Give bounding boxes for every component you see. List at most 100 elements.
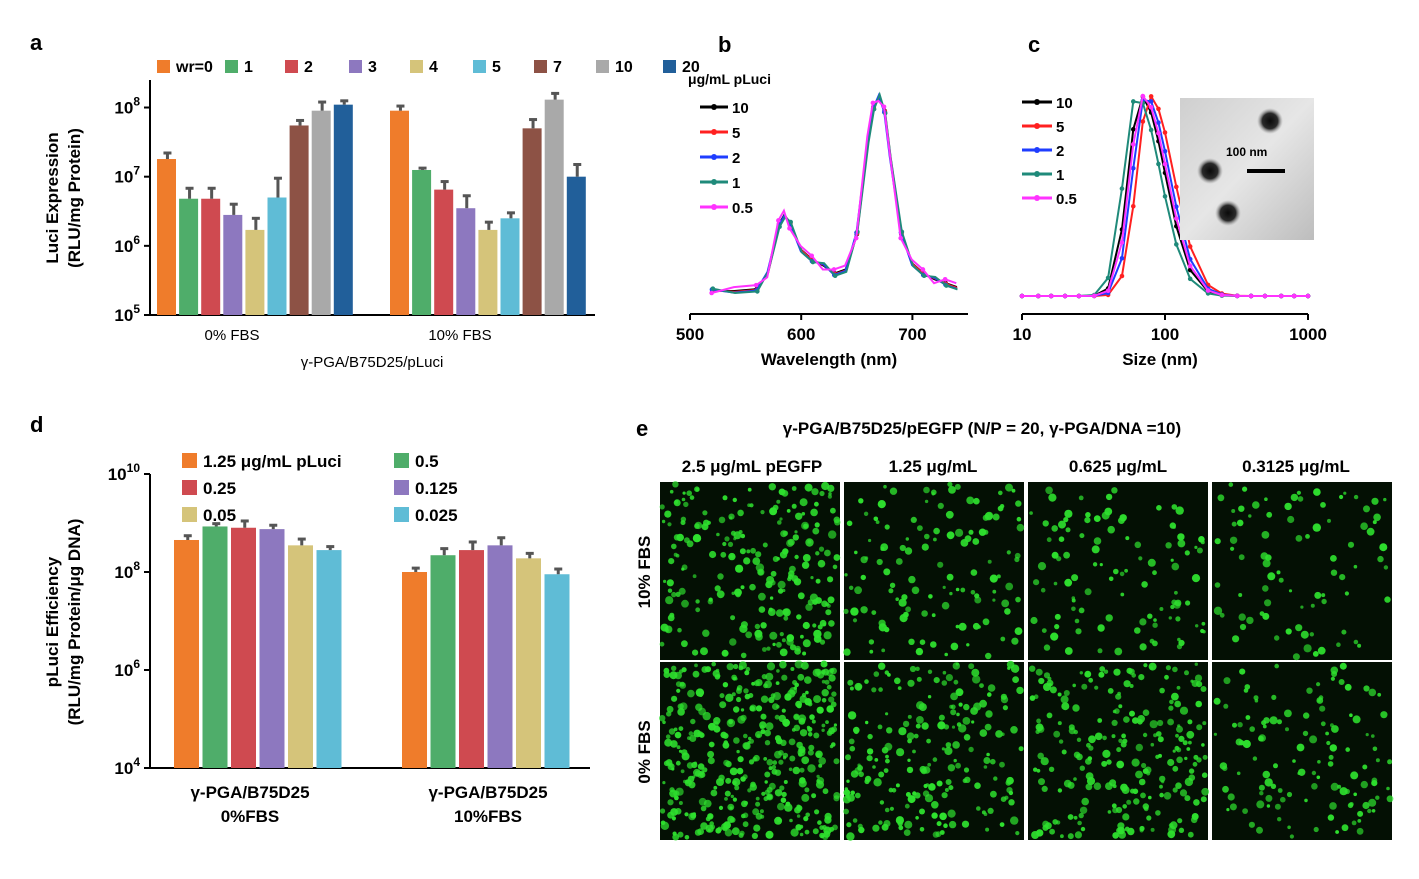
panel-d-legend-label-0: 1.25 μg/mL pLuci xyxy=(203,452,342,471)
panel-b-point xyxy=(710,286,716,291)
micrograph-0-3 xyxy=(1212,482,1392,661)
panel-b-point xyxy=(787,226,792,231)
panel-d-legend-swatch-1 xyxy=(394,453,409,468)
panel-d-y-label-line1: pLuci Efficiency xyxy=(43,556,62,687)
panel-b-legend-marker-4 xyxy=(711,204,717,210)
panel-c-point xyxy=(1105,275,1111,281)
panel-a-legend-swatch-8 xyxy=(663,60,676,73)
panel-a-x-label: γ-PGA/B75D25/pLuci xyxy=(301,354,444,371)
panel-a-bar-1-5 xyxy=(500,218,520,315)
panel-a-y-tick-label-2: 107 xyxy=(114,164,140,187)
panel-b-point xyxy=(753,282,759,288)
panel-c-point xyxy=(1130,99,1136,104)
panel-d-y-tick-label-2: 108 xyxy=(114,559,140,582)
panel-c-legend-marker-0 xyxy=(1034,99,1040,105)
panel-c-point xyxy=(1278,293,1284,299)
panel-c-point xyxy=(1187,263,1193,269)
panel-a-y-tick-label-1: 106 xyxy=(114,233,140,256)
panel-c-point xyxy=(1156,120,1161,125)
panel-b-x-tick-label-1: 600 xyxy=(787,325,815,344)
panel-b-point xyxy=(777,224,782,230)
panel-a-legend-swatch-7 xyxy=(596,60,609,73)
panel-c-point xyxy=(1148,94,1154,99)
panel-c-point xyxy=(1156,161,1161,167)
panel-d-legend-swatch-0 xyxy=(182,453,197,468)
panel-a-bar-1-4 xyxy=(478,229,498,315)
micrograph-0-2 xyxy=(1028,482,1208,660)
panel-a-legend-label-7: 10 xyxy=(615,59,633,76)
panel-c-x-tick-label-0: 10 xyxy=(1013,325,1032,344)
panel-d-chart: 104 106 108 1010 1.25 μg/mL pLuci 0.5 0.25 0.1… xyxy=(43,452,590,826)
panel-d-bar-0-1 xyxy=(202,526,228,768)
panel-a-category-label-1: 10% FBS xyxy=(428,327,491,344)
panel-d-category-label-0-line1: γ-PGA/B75D25 xyxy=(190,783,309,802)
panel-b-legend-label-1: 5 xyxy=(732,125,740,142)
panel-d-legend-swatch-3 xyxy=(394,480,409,495)
panel-a-bar-0-1 xyxy=(179,198,199,315)
panel-b-legend-title: μg/mL pLuci xyxy=(688,71,771,87)
panel-b-x-label: Wavelength (nm) xyxy=(761,350,897,369)
panel-c-point xyxy=(1076,293,1082,299)
panel-a-bar-0-5 xyxy=(267,197,287,315)
panel-c-point xyxy=(1262,293,1268,299)
panel-a-bar-0-6 xyxy=(289,125,309,315)
micrograph-0-0 xyxy=(659,481,841,660)
panel-a-bar-0-2 xyxy=(201,198,221,315)
panel-b-x-tick-label-0: 500 xyxy=(676,325,704,344)
panel-a-y-label-line1: Luci Expression xyxy=(43,132,62,263)
panel-b-legend-label-2: 2 xyxy=(732,150,740,167)
panel-d-category-label-0-line2: 0%FBS xyxy=(221,807,280,826)
panel-c-point xyxy=(1156,106,1161,112)
panel-c-point xyxy=(1187,244,1193,249)
panel-c-legend-label-2: 2 xyxy=(1056,143,1064,160)
panel-b-series-line-0 xyxy=(712,94,958,293)
panel-a-bar-0-8 xyxy=(333,104,353,315)
panel-c-point xyxy=(1156,130,1161,136)
panel-c-point xyxy=(1140,119,1146,124)
panel-b-point xyxy=(831,267,837,272)
panel-c-point xyxy=(1187,276,1193,282)
panel-d-y-tick-label-0: 104 xyxy=(114,755,140,778)
panel-c-point xyxy=(1174,204,1179,209)
panel-b-point xyxy=(921,273,927,279)
panel-d-bar-0-2 xyxy=(231,527,256,768)
panel-d-legend-label-4: 0.05 xyxy=(203,506,236,525)
panel-a-legend-label-0: wr=0 xyxy=(175,59,213,76)
panel-d-y-tick-label-1: 106 xyxy=(114,657,140,680)
panel-c-legend-label-4: 0.5 xyxy=(1056,191,1077,208)
panel-d-legend-swatch-5 xyxy=(394,507,409,522)
panel-b-point xyxy=(755,289,760,294)
panel-a-y-tick-label-3: 108 xyxy=(114,95,140,118)
panel-a-bar-1-1 xyxy=(412,169,432,315)
panel-b-point xyxy=(920,267,926,272)
panel-c-legend-label-0: 10 xyxy=(1056,95,1073,112)
panel-b-legend-marker-2 xyxy=(711,154,717,160)
panel-letter-e: e xyxy=(636,416,648,441)
panel-d-legend-swatch-2 xyxy=(182,480,197,495)
tem-particle xyxy=(1215,200,1241,226)
panel-c-point xyxy=(1162,161,1168,167)
panel-c-point xyxy=(1035,293,1041,299)
panel-c-point xyxy=(1219,292,1225,298)
panel-c-point xyxy=(1130,203,1136,209)
panel-a-bar-0-0 xyxy=(157,159,176,315)
panel-b-point xyxy=(870,100,876,106)
panel-e-micrographs: γ-PGA/B75D25/pEGFP (N/P = 20, γ-PGA/DNA … xyxy=(635,419,1394,841)
panel-a-bar-0-7 xyxy=(311,110,331,316)
panel-c-point xyxy=(1019,293,1025,299)
panel-c-legend-label-1: 5 xyxy=(1056,119,1064,136)
panel-b-point xyxy=(898,235,903,241)
panel-c-point xyxy=(1174,184,1179,190)
panel-c-legend-marker-4 xyxy=(1034,195,1040,201)
panel-c-point xyxy=(1248,293,1254,299)
panel-b-legend-marker-1 xyxy=(711,129,717,135)
panel-a-bar-1-3 xyxy=(456,208,476,315)
panel-e-column-label-1: 1.25 μg/mL xyxy=(889,457,978,476)
panel-c-legend-marker-2 xyxy=(1034,147,1040,153)
panel-a-bar-1-7 xyxy=(544,99,564,315)
panel-d-bar-1-0 xyxy=(402,572,427,768)
panel-d-category-label-1-line1: γ-PGA/B75D25 xyxy=(428,783,547,802)
panel-e-column-label-0: 2.5 μg/mL pEGFP xyxy=(682,457,822,476)
panel-d-bar-1-5 xyxy=(544,574,570,768)
tem-particle xyxy=(1197,158,1223,184)
